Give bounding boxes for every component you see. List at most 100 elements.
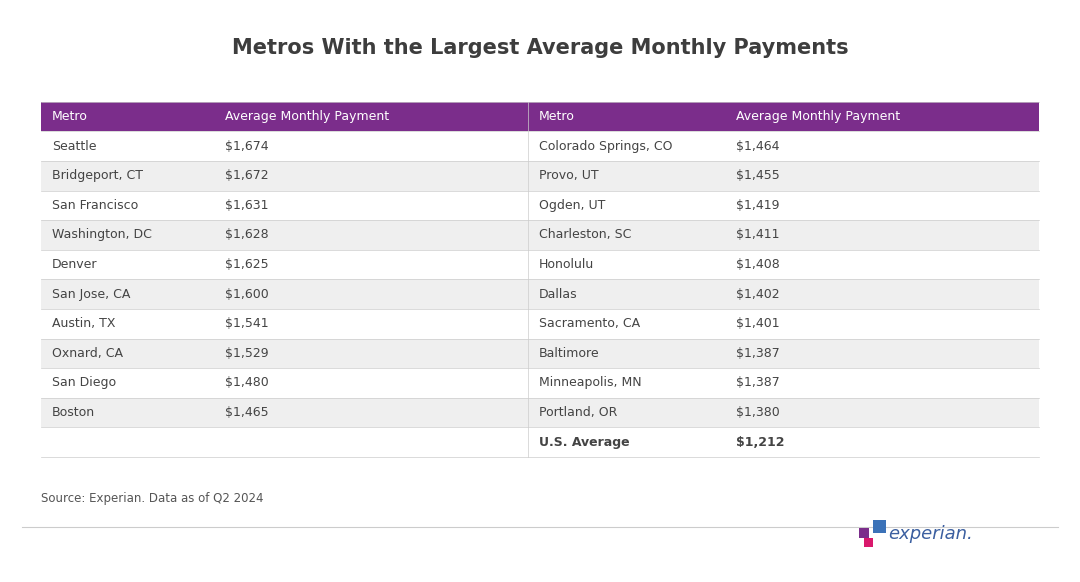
Text: $1,480: $1,480 bbox=[225, 377, 269, 389]
Bar bbox=[528, 309, 725, 339]
Bar bbox=[528, 191, 725, 220]
Text: Minneapolis, MN: Minneapolis, MN bbox=[539, 377, 642, 389]
Bar bbox=[41, 279, 214, 309]
Bar bbox=[725, 132, 1039, 161]
Text: $1,464: $1,464 bbox=[735, 140, 779, 152]
Text: San Jose, CA: San Jose, CA bbox=[52, 288, 131, 301]
Bar bbox=[528, 250, 725, 279]
Text: Colorado Springs, CO: Colorado Springs, CO bbox=[539, 140, 673, 152]
Text: $1,387: $1,387 bbox=[735, 347, 780, 360]
Text: $1,455: $1,455 bbox=[735, 169, 780, 182]
Text: $1,674: $1,674 bbox=[225, 140, 269, 152]
Bar bbox=[41, 427, 214, 457]
Text: $1,631: $1,631 bbox=[225, 199, 269, 212]
Text: $1,672: $1,672 bbox=[225, 169, 269, 182]
Text: Baltimore: Baltimore bbox=[539, 347, 599, 360]
Bar bbox=[41, 102, 214, 132]
Bar bbox=[725, 309, 1039, 339]
Bar bbox=[41, 132, 214, 161]
Text: $1,600: $1,600 bbox=[225, 288, 269, 301]
Bar bbox=[725, 102, 1039, 132]
Bar bbox=[214, 427, 528, 457]
Text: Provo, UT: Provo, UT bbox=[539, 169, 598, 182]
Bar bbox=[528, 102, 725, 132]
Bar bbox=[41, 368, 214, 398]
Text: $1,401: $1,401 bbox=[735, 317, 779, 330]
Text: $1,529: $1,529 bbox=[225, 347, 269, 360]
Bar bbox=[214, 309, 528, 339]
Text: Ogden, UT: Ogden, UT bbox=[539, 199, 606, 212]
Bar bbox=[864, 538, 873, 547]
Text: Oxnard, CA: Oxnard, CA bbox=[52, 347, 123, 360]
Bar bbox=[725, 220, 1039, 250]
Bar bbox=[214, 250, 528, 279]
Text: $1,625: $1,625 bbox=[225, 258, 269, 271]
Text: Seattle: Seattle bbox=[52, 140, 96, 152]
Text: Metros With the Largest Average Monthly Payments: Metros With the Largest Average Monthly … bbox=[232, 38, 848, 58]
Text: $1,387: $1,387 bbox=[735, 377, 780, 389]
Bar bbox=[725, 191, 1039, 220]
Bar bbox=[214, 132, 528, 161]
Text: Average Monthly Payment: Average Monthly Payment bbox=[735, 110, 900, 123]
Bar bbox=[725, 339, 1039, 368]
Text: $1,212: $1,212 bbox=[735, 435, 784, 449]
Bar bbox=[214, 191, 528, 220]
Bar bbox=[873, 520, 886, 533]
Text: San Francisco: San Francisco bbox=[52, 199, 138, 212]
Bar bbox=[214, 279, 528, 309]
Bar bbox=[528, 279, 725, 309]
Bar bbox=[725, 250, 1039, 279]
Text: $1,541: $1,541 bbox=[225, 317, 269, 330]
Text: $1,419: $1,419 bbox=[735, 199, 779, 212]
Bar bbox=[528, 132, 725, 161]
Text: Metro: Metro bbox=[52, 110, 87, 123]
Bar bbox=[528, 427, 725, 457]
Bar bbox=[725, 427, 1039, 457]
Bar bbox=[41, 161, 214, 191]
Text: U.S. Average: U.S. Average bbox=[539, 435, 630, 449]
Text: Bridgeport, CT: Bridgeport, CT bbox=[52, 169, 143, 182]
Text: $1,628: $1,628 bbox=[225, 229, 269, 242]
Bar bbox=[725, 279, 1039, 309]
Bar bbox=[859, 528, 868, 538]
Bar bbox=[41, 220, 214, 250]
Text: $1,402: $1,402 bbox=[735, 288, 779, 301]
Bar bbox=[528, 161, 725, 191]
Bar bbox=[528, 339, 725, 368]
Bar bbox=[41, 398, 214, 427]
Text: Charleston, SC: Charleston, SC bbox=[539, 229, 632, 242]
Bar bbox=[214, 339, 528, 368]
Text: Portland, OR: Portland, OR bbox=[539, 406, 618, 419]
Text: Dallas: Dallas bbox=[539, 288, 578, 301]
Bar bbox=[41, 191, 214, 220]
Bar bbox=[725, 398, 1039, 427]
Text: Sacramento, CA: Sacramento, CA bbox=[539, 317, 640, 330]
Text: San Diego: San Diego bbox=[52, 377, 116, 389]
Text: $1,411: $1,411 bbox=[735, 229, 779, 242]
Bar bbox=[214, 161, 528, 191]
Bar bbox=[725, 161, 1039, 191]
Text: Austin, TX: Austin, TX bbox=[52, 317, 116, 330]
Text: Washington, DC: Washington, DC bbox=[52, 229, 151, 242]
Text: Boston: Boston bbox=[52, 406, 95, 419]
Text: $1,465: $1,465 bbox=[225, 406, 269, 419]
Bar bbox=[214, 102, 528, 132]
Bar bbox=[214, 220, 528, 250]
Bar bbox=[528, 220, 725, 250]
Bar bbox=[725, 368, 1039, 398]
Text: $1,408: $1,408 bbox=[735, 258, 780, 271]
Bar bbox=[214, 368, 528, 398]
Text: Metro: Metro bbox=[539, 110, 575, 123]
Bar bbox=[528, 398, 725, 427]
Text: Honolulu: Honolulu bbox=[539, 258, 594, 271]
Bar bbox=[41, 339, 214, 368]
Text: experian.: experian. bbox=[889, 525, 973, 543]
Bar bbox=[41, 250, 214, 279]
Bar bbox=[214, 398, 528, 427]
Text: Source: Experian. Data as of Q2 2024: Source: Experian. Data as of Q2 2024 bbox=[41, 492, 264, 505]
Text: Average Monthly Payment: Average Monthly Payment bbox=[225, 110, 389, 123]
Bar bbox=[41, 309, 214, 339]
Text: Denver: Denver bbox=[52, 258, 97, 271]
Text: $1,380: $1,380 bbox=[735, 406, 780, 419]
Bar bbox=[528, 368, 725, 398]
